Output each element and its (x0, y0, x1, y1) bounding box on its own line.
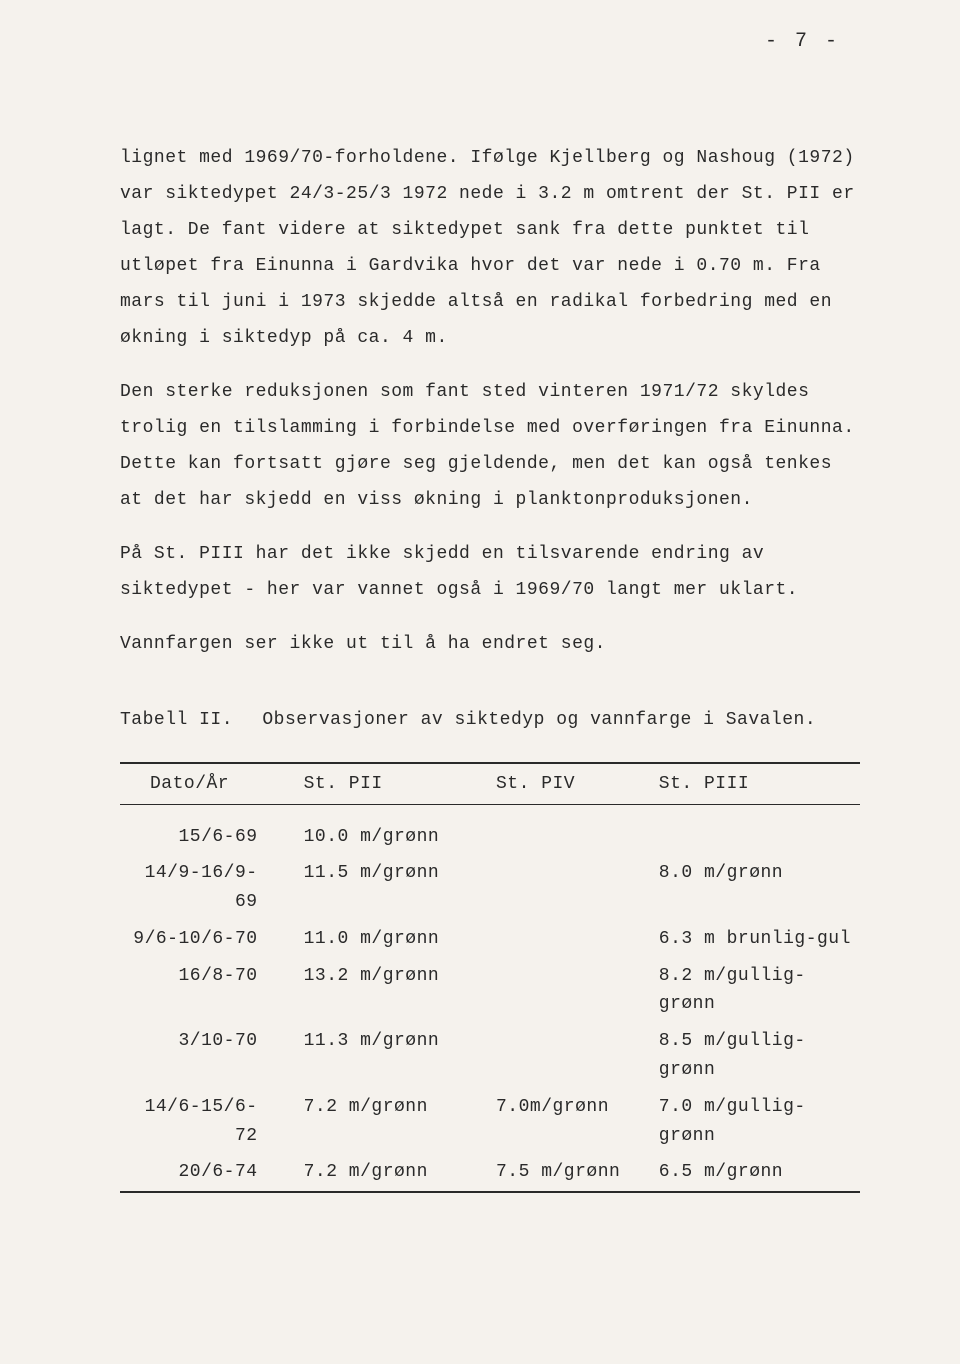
cell-date: 20/6-74 (120, 1154, 298, 1192)
cell-pii: 7.2 m/grønn (298, 1089, 490, 1155)
paragraph: På St. PIII har det ikke skjedd en tilsv… (120, 536, 860, 608)
cell-piii: 6.3 m brunlig-gul (653, 921, 860, 958)
cell-piv (490, 921, 653, 958)
cell-piv: 7.0m/grønn (490, 1089, 653, 1155)
table-title: Tabell II. Observasjoner av siktedyp og … (120, 710, 860, 730)
col-header-date: Dato/År (120, 763, 298, 805)
cell-piv (490, 855, 653, 921)
paragraph: Vannfargen ser ikke ut til å ha endret s… (120, 626, 860, 662)
table-row: 14/9-16/9-69 11.5 m/grønn 8.0 m/grønn (120, 855, 860, 921)
table-spacer (120, 805, 860, 819)
paragraph: lignet med 1969/70-forholdene. Ifølge Kj… (120, 140, 860, 356)
col-header-pii: St. PII (298, 763, 490, 805)
cell-piv (490, 1023, 653, 1089)
col-header-piii: St. PIII (653, 763, 860, 805)
cell-pii: 11.0 m/grønn (298, 921, 490, 958)
table-row: 9/6-10/6-70 11.0 m/grønn 6.3 m brunlig-g… (120, 921, 860, 958)
cell-date: 15/6-69 (120, 819, 298, 856)
table-row: 16/8-70 13.2 m/grønn 8.2 m/gullig-grønn (120, 958, 860, 1024)
cell-pii: 13.2 m/grønn (298, 958, 490, 1024)
paragraph: Den sterke reduksjonen som fant sted vin… (120, 374, 860, 518)
cell-date: 14/9-16/9-69 (120, 855, 298, 921)
table-row: 3/10-70 11.3 m/grønn 8.5 m/gullig-grønn (120, 1023, 860, 1089)
cell-pii: 11.5 m/grønn (298, 855, 490, 921)
cell-piii: 6.5 m/grønn (653, 1154, 860, 1192)
table-caption: Observasjoner av siktedyp og vannfarge i… (262, 710, 816, 730)
cell-piii: 8.2 m/gullig-grønn (653, 958, 860, 1024)
col-header-piv: St. PIV (490, 763, 653, 805)
cell-piv (490, 958, 653, 1024)
table-header-row: Dato/År St. PII St. PIV St. PIII (120, 763, 860, 805)
cell-piii: 8.0 m/grønn (653, 855, 860, 921)
table-row: 20/6-74 7.2 m/grønn 7.5 m/grønn 6.5 m/gr… (120, 1154, 860, 1192)
table-row: 14/6-15/6-72 7.2 m/grønn 7.0m/grønn 7.0 … (120, 1089, 860, 1155)
table-label: Tabell II. (120, 710, 233, 730)
cell-date: 9/6-10/6-70 (120, 921, 298, 958)
page-number: - 7 - (765, 30, 840, 53)
cell-piv: 7.5 m/grønn (490, 1154, 653, 1192)
cell-pii: 7.2 m/grønn (298, 1154, 490, 1192)
cell-pii: 11.3 m/grønn (298, 1023, 490, 1089)
table-row: 15/6-69 10.0 m/grønn (120, 819, 860, 856)
cell-piii: 8.5 m/gullig-grønn (653, 1023, 860, 1089)
cell-piii (653, 819, 860, 856)
cell-date: 3/10-70 (120, 1023, 298, 1089)
body-text: lignet med 1969/70-forholdene. Ifølge Kj… (120, 140, 860, 662)
cell-piii: 7.0 m/gullig-grønn (653, 1089, 860, 1155)
cell-date: 16/8-70 (120, 958, 298, 1024)
cell-pii: 10.0 m/grønn (298, 819, 490, 856)
observations-table: Dato/År St. PII St. PIV St. PIII 15/6-69… (120, 762, 860, 1193)
cell-piv (490, 819, 653, 856)
cell-date: 14/6-15/6-72 (120, 1089, 298, 1155)
